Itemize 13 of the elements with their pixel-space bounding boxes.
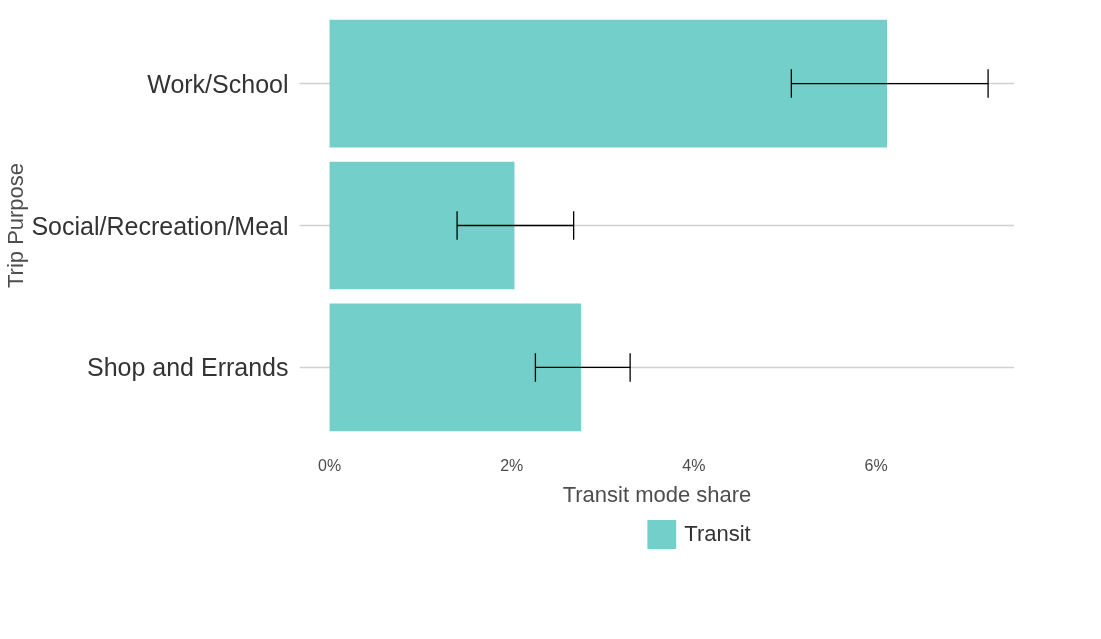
y-tick-label: Social/Recreation/Meal <box>31 211 289 240</box>
bar <box>329 303 581 432</box>
legend-label: Transit <box>684 521 751 547</box>
x-tick-label: 4% <box>682 456 706 474</box>
x-tick-label: 6% <box>864 456 888 474</box>
x-tick-label: 0% <box>317 456 342 474</box>
x-tick-label: 2% <box>500 456 524 474</box>
bar <box>329 161 515 290</box>
x-axis-title: Transit mode share <box>562 481 752 507</box>
y-tick-label: Work/School <box>147 69 289 98</box>
y-axis-title: Trip Purpose <box>3 162 29 289</box>
y-tick-label: Shop and Errands <box>86 353 289 382</box>
bar <box>329 19 887 148</box>
